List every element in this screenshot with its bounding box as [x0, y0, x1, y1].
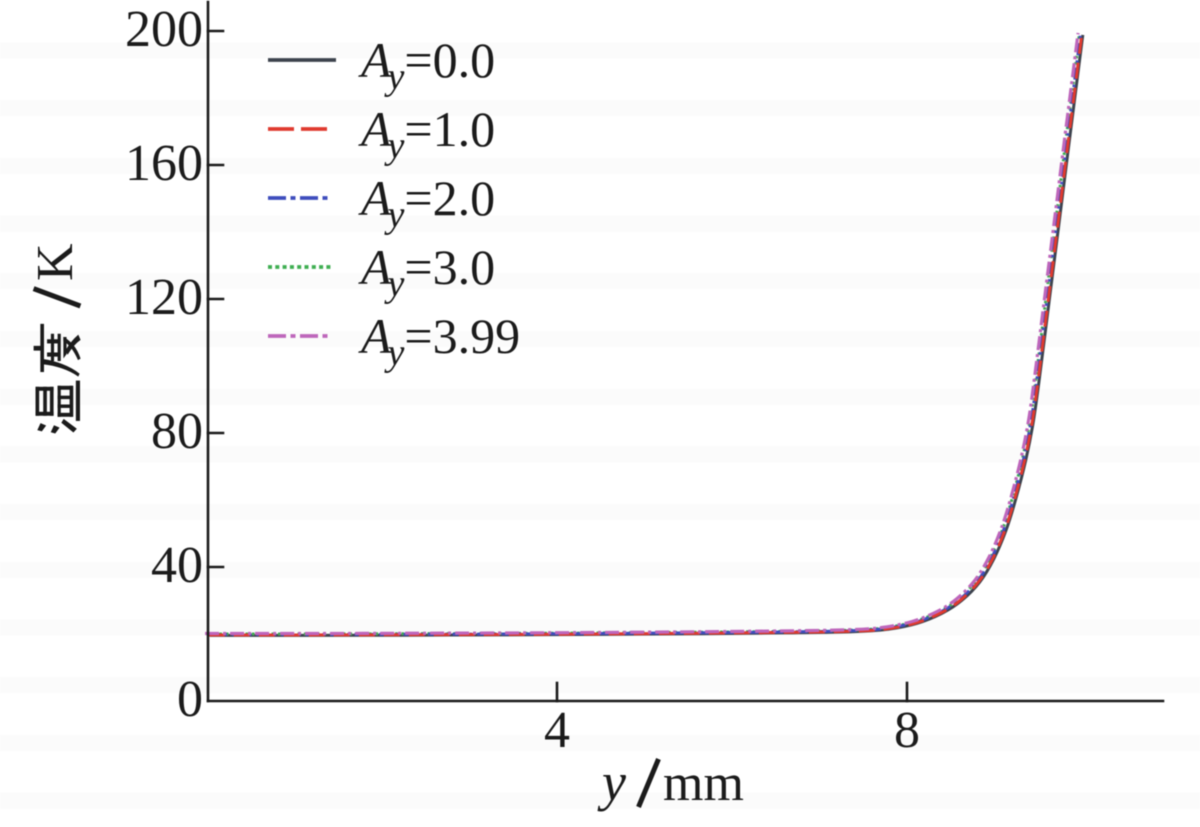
svg-text:120: 120 — [125, 269, 203, 326]
svg-text:y: y — [597, 752, 626, 812]
svg-text:Ay=3.0: Ay=3.0 — [358, 239, 495, 305]
svg-text:Ay=3.99: Ay=3.99 — [358, 308, 520, 374]
svg-text:160: 160 — [125, 135, 203, 192]
svg-text:40: 40 — [151, 537, 203, 594]
svg-text:Ay=2.0: Ay=2.0 — [358, 170, 495, 236]
svg-text:8: 8 — [894, 702, 920, 759]
svg-text:200: 200 — [125, 1, 203, 58]
svg-text:mm: mm — [663, 755, 744, 812]
svg-text:4: 4 — [544, 702, 570, 759]
svg-text:80: 80 — [151, 403, 203, 460]
svg-text:Ay=1.0: Ay=1.0 — [358, 101, 495, 167]
svg-text:Ay=0.0: Ay=0.0 — [358, 32, 495, 98]
svg-text:0: 0 — [177, 671, 203, 728]
svg-text:K: K — [27, 243, 84, 281]
